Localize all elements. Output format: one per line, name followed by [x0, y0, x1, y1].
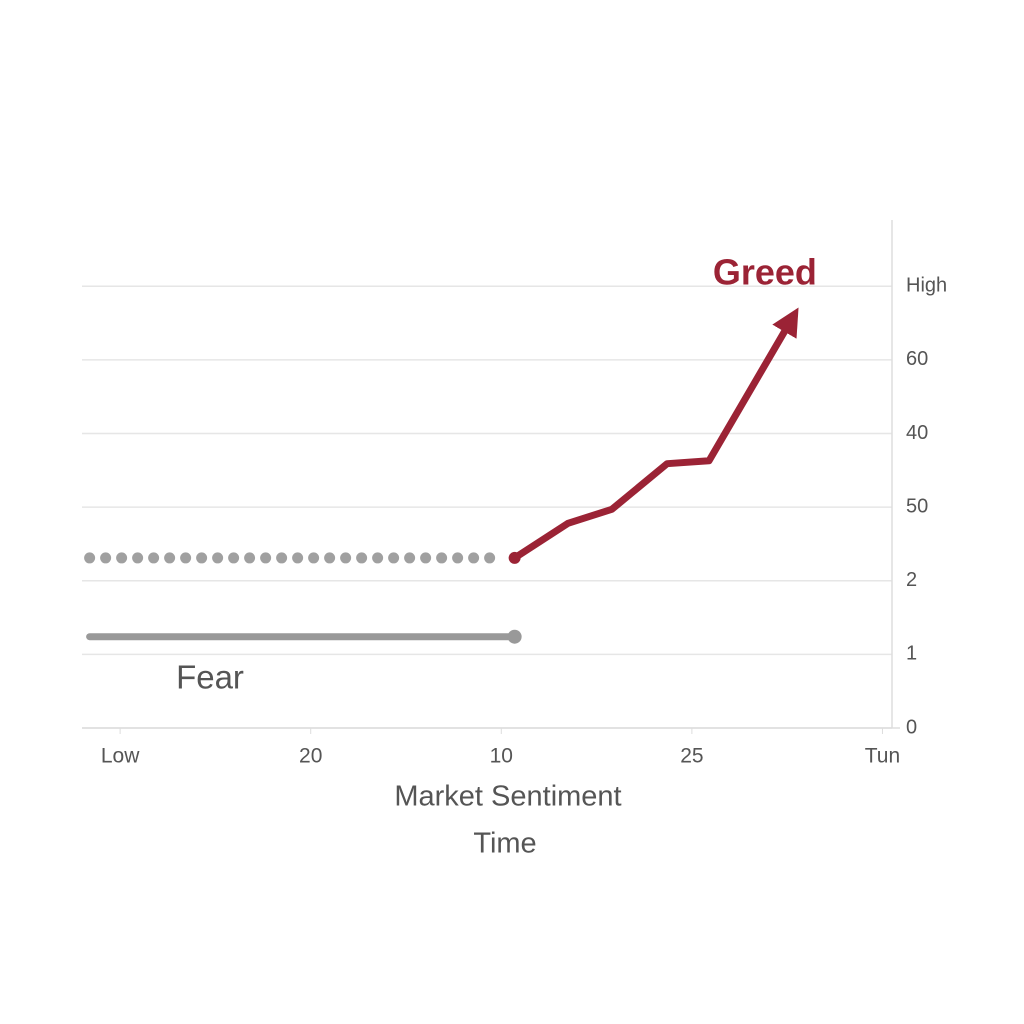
x-axis-title: Market Sentiment	[394, 781, 621, 813]
y-tick-label: 40	[906, 422, 928, 444]
x-tick-label: 10	[490, 745, 513, 768]
y-tick-label: 60	[906, 348, 928, 370]
y-tick-label: High	[906, 275, 947, 297]
end-point	[507, 629, 522, 644]
y-tick-label: 0	[906, 716, 917, 738]
y-axis-title: Time	[473, 828, 536, 860]
y-tick-label: 1	[906, 643, 917, 665]
series-label: Greed	[713, 252, 817, 293]
series-label: Fear	[176, 658, 244, 695]
start-point	[508, 551, 521, 564]
series-line	[511, 307, 799, 562]
x-tick-label: Tun	[865, 745, 900, 768]
x-tick-label: 20	[299, 745, 322, 768]
y-tick-label: 2	[906, 569, 917, 591]
y-tick-label: 50	[906, 495, 928, 517]
x-tick-label: 25	[680, 745, 703, 768]
x-tick-label: Low	[101, 745, 140, 768]
